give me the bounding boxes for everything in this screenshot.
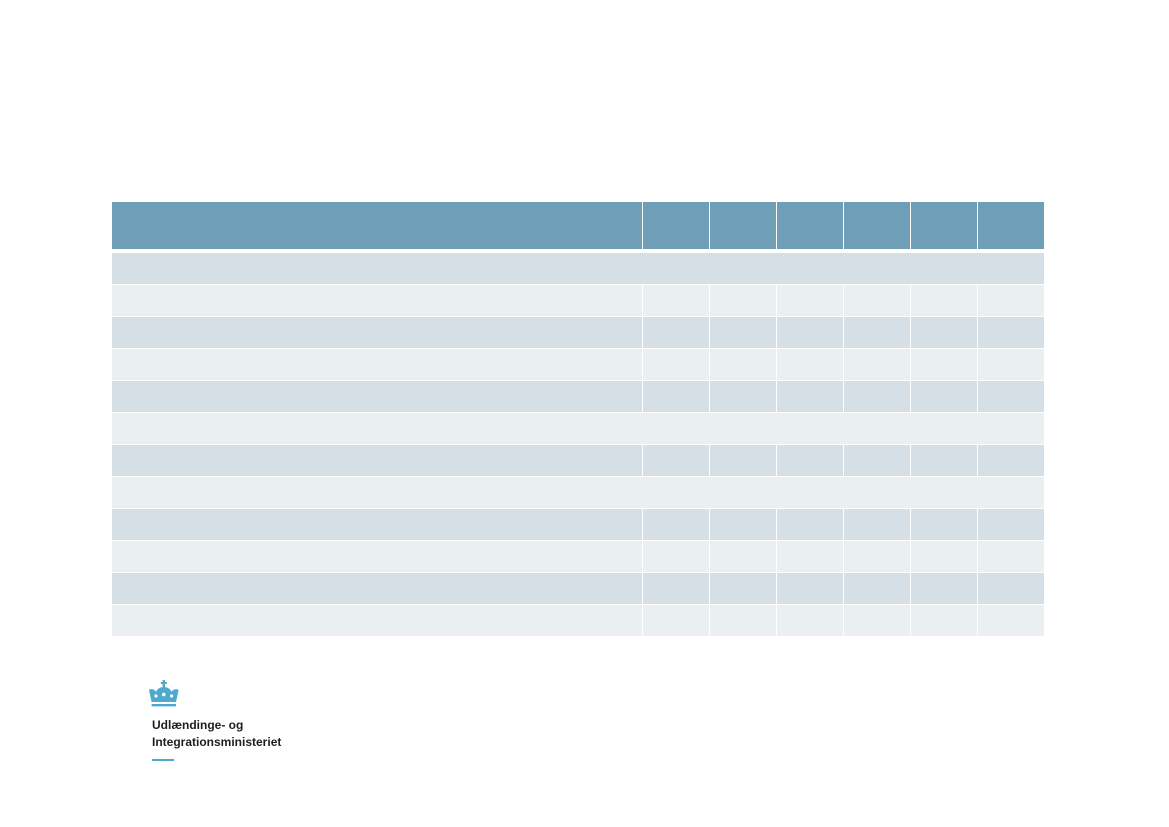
table-cell bbox=[112, 445, 642, 476]
table-cell bbox=[112, 317, 642, 348]
ministry-name: Udlændinge- og Integrationsministeriet bbox=[152, 717, 281, 751]
table-cell bbox=[777, 605, 843, 636]
table-cell bbox=[911, 509, 977, 540]
table-cell bbox=[112, 605, 642, 636]
table-cell bbox=[643, 317, 709, 348]
table-cell bbox=[112, 573, 642, 604]
table-cell bbox=[911, 349, 977, 380]
table-cell bbox=[710, 381, 776, 412]
header-cell bbox=[777, 202, 843, 249]
table-cell bbox=[911, 285, 977, 316]
table-cell bbox=[643, 605, 709, 636]
table-cell bbox=[710, 317, 776, 348]
table-cell bbox=[844, 509, 910, 540]
table-cell bbox=[844, 349, 910, 380]
table-cell bbox=[844, 573, 910, 604]
table-cell bbox=[777, 381, 843, 412]
table-cell bbox=[911, 317, 977, 348]
table-cell bbox=[978, 349, 1044, 380]
table-cell bbox=[911, 445, 977, 476]
header-cell bbox=[844, 202, 910, 249]
crown-icon bbox=[149, 680, 179, 707]
table-cell bbox=[777, 349, 843, 380]
header-cell bbox=[643, 202, 709, 249]
table-cell bbox=[112, 285, 642, 316]
table-cell bbox=[777, 285, 843, 316]
table-cell bbox=[844, 317, 910, 348]
table-cell bbox=[710, 349, 776, 380]
table-cell bbox=[112, 349, 642, 380]
table-cell bbox=[911, 573, 977, 604]
table-cell bbox=[643, 509, 709, 540]
table-row-merged bbox=[112, 413, 1044, 444]
table-cell bbox=[112, 509, 642, 540]
table-cell bbox=[777, 541, 843, 572]
table-row-merged bbox=[112, 477, 1044, 508]
header-cell bbox=[112, 202, 642, 249]
table-cell bbox=[643, 541, 709, 572]
table-cell bbox=[643, 381, 709, 412]
header-cell bbox=[710, 202, 776, 249]
table-cell bbox=[978, 381, 1044, 412]
table-cell bbox=[844, 285, 910, 316]
table-cell bbox=[643, 285, 709, 316]
table-row-merged bbox=[112, 253, 1044, 284]
table-cell bbox=[777, 573, 843, 604]
data-table bbox=[112, 202, 1044, 636]
table-cell bbox=[978, 509, 1044, 540]
table-cell bbox=[978, 445, 1044, 476]
table-cell bbox=[844, 605, 910, 636]
table-cell bbox=[643, 349, 709, 380]
table-cell bbox=[844, 445, 910, 476]
table-cell bbox=[911, 605, 977, 636]
table-cell bbox=[710, 605, 776, 636]
table-cell bbox=[710, 573, 776, 604]
table-cell bbox=[911, 541, 977, 572]
header-cell bbox=[978, 202, 1044, 249]
table-cell bbox=[710, 445, 776, 476]
table-cell bbox=[978, 285, 1044, 316]
table-cell bbox=[710, 285, 776, 316]
ministry-name-line2: Integrationsministeriet bbox=[152, 735, 282, 749]
table-cell bbox=[643, 445, 709, 476]
table-cell bbox=[112, 381, 642, 412]
table-cell bbox=[643, 573, 709, 604]
table-cell bbox=[978, 605, 1044, 636]
table-cell bbox=[978, 541, 1044, 572]
table-cell bbox=[978, 317, 1044, 348]
table-cell bbox=[978, 573, 1044, 604]
table-cell bbox=[112, 541, 642, 572]
table-cell bbox=[710, 509, 776, 540]
table-cell bbox=[777, 445, 843, 476]
accent-rule bbox=[152, 759, 174, 761]
table-cell bbox=[911, 381, 977, 412]
ministry-name-line1: Udlændinge- og bbox=[152, 718, 244, 732]
table-cell bbox=[777, 509, 843, 540]
table-cell bbox=[777, 317, 843, 348]
table-cell bbox=[844, 381, 910, 412]
table-cell bbox=[844, 541, 910, 572]
header-cell bbox=[911, 202, 977, 249]
table-cell bbox=[710, 541, 776, 572]
